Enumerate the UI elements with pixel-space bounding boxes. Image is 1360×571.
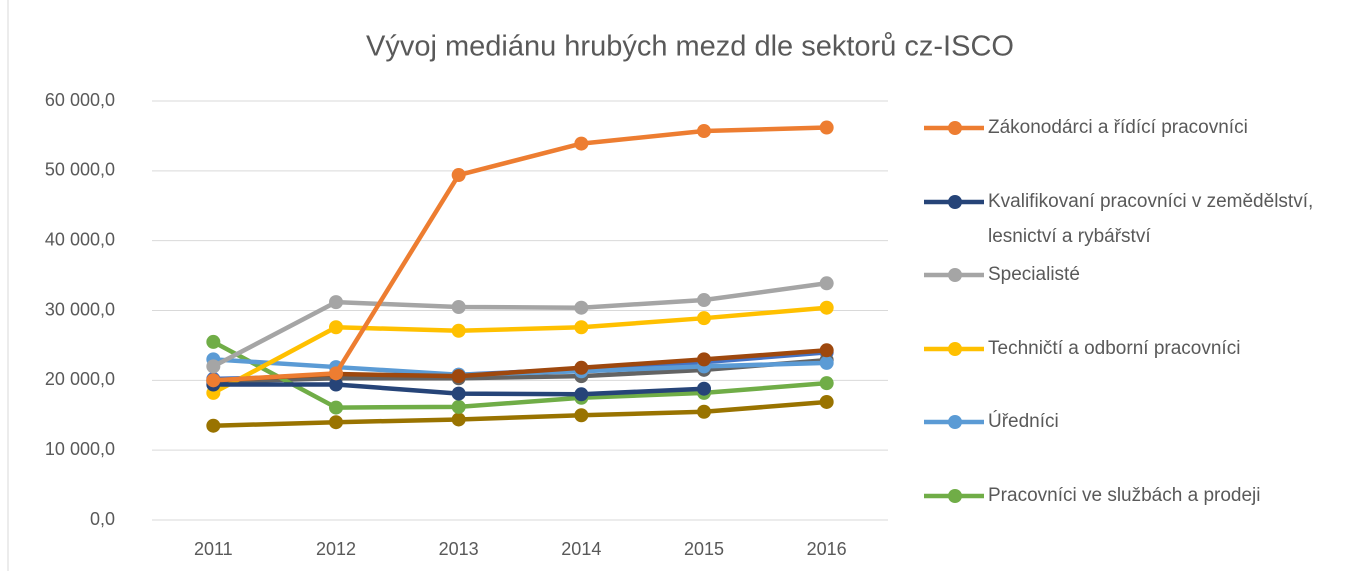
point: [574, 320, 589, 335]
y-tick-label: 20 000,0: [45, 369, 115, 389]
point: [697, 352, 711, 367]
point: [451, 369, 466, 384]
point: [819, 376, 834, 391]
legend-swatch: [924, 268, 984, 282]
x-tick-label: 2011: [194, 539, 233, 559]
legend-label: Úředníci: [988, 411, 1059, 432]
point: [697, 293, 711, 308]
point: [697, 404, 711, 419]
x-tick-label: 2016: [807, 539, 847, 559]
legend-marker: [948, 121, 962, 135]
legend-marker: [948, 268, 962, 282]
point: [451, 300, 466, 315]
point: [697, 381, 711, 396]
legend-swatch: [924, 121, 984, 135]
point: [206, 334, 221, 349]
legend-item: Kvalifikovaní pracovníci v zemědělství, …: [922, 184, 1352, 254]
point: [819, 276, 834, 291]
series-line: [211, 281, 829, 369]
x-tick-label: 2014: [561, 539, 601, 559]
series-line: [211, 339, 829, 410]
point: [819, 120, 834, 135]
legend-item: Zákonodárci a řídící pracovníci: [922, 110, 1352, 145]
point: [451, 386, 466, 401]
y-tick-label: 30 000,0: [45, 299, 115, 319]
point: [574, 300, 589, 315]
point: [819, 300, 834, 315]
legend-label: Techničtí a odborní pracovníci: [988, 337, 1241, 359]
legend-item: Techničtí a odborní pracovníci: [922, 331, 1352, 366]
legend-label: Specialisté: [988, 264, 1080, 285]
x-tick-label: 2015: [684, 539, 724, 559]
point: [329, 366, 343, 381]
point: [329, 415, 343, 430]
point: [451, 412, 466, 427]
y-tick-label: 50 000,0: [45, 160, 115, 180]
legend-label: Kvalifikovaní pracovníci v zemědělství, …: [988, 190, 1314, 247]
point: [329, 295, 343, 310]
point: [819, 394, 834, 409]
legend-item: Úředníci: [922, 404, 1352, 439]
series-line: [211, 399, 829, 428]
legend-swatch: [924, 341, 984, 356]
point: [574, 360, 589, 375]
legend-marker: [948, 488, 962, 503]
legend-item: Specialisté: [922, 257, 1352, 292]
point: [329, 400, 343, 415]
point: [819, 343, 834, 358]
series-line: [211, 357, 829, 384]
point: [329, 320, 343, 335]
point: [329, 377, 343, 392]
chart-title: Vývoj mediánu hrubých mezd dle sektorů c…: [366, 31, 1014, 63]
y-tick-label: 60 000,0: [45, 90, 115, 110]
x-tick-label: 2013: [439, 539, 479, 559]
point: [574, 136, 589, 151]
point: [451, 399, 466, 414]
legend-swatch: [924, 488, 984, 503]
legend-swatch: [924, 194, 984, 209]
y-tick-label: 10 000,0: [45, 439, 115, 459]
point: [451, 323, 466, 338]
legend-label: Pracovníci ve službách a prodeji: [988, 484, 1261, 506]
point: [697, 311, 711, 326]
legend-label: Zákonodárci a řídící pracovníci: [988, 117, 1248, 138]
y-tick-label: 0,0: [90, 509, 115, 529]
point: [206, 359, 221, 374]
point: [451, 168, 466, 183]
legend-marker: [948, 194, 962, 209]
point: [574, 387, 589, 402]
point: [819, 355, 834, 370]
y-tick-label: 40 000,0: [45, 229, 115, 249]
series-line: [211, 125, 829, 383]
series-line: [211, 305, 829, 396]
legend-marker: [948, 341, 962, 356]
point: [697, 124, 711, 139]
point: [206, 418, 221, 433]
point: [206, 373, 221, 388]
legend-marker: [948, 415, 962, 429]
x-tick-label: 2012: [316, 539, 356, 559]
legend-item: Pracovníci ve službách a prodeji: [922, 478, 1352, 513]
legend-swatch: [924, 415, 984, 429]
point: [574, 408, 589, 423]
